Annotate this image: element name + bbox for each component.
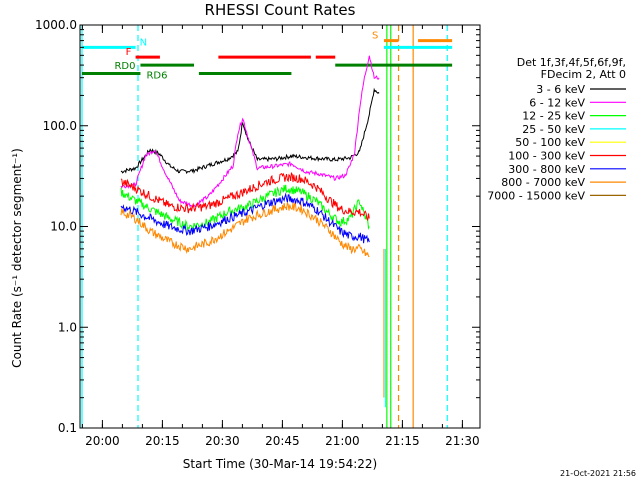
series-line	[120, 192, 370, 244]
legend-label: 300 - 800 keV	[508, 163, 585, 176]
curves	[120, 55, 386, 408]
x-tick-label: 20:30	[205, 434, 240, 448]
legend-label: 6 - 12 keV	[529, 96, 585, 109]
y-tick-label: 1000.0	[35, 18, 77, 32]
legend-label: 800 - 7000 keV	[501, 176, 585, 189]
legend-header-line-2: FDecim 2, Att 0	[541, 68, 626, 81]
chart-title: RHESSI Count Rates	[205, 1, 356, 19]
y-axis-label: Count Rate (s⁻¹ detector segment⁻¹)	[10, 148, 24, 368]
legend-header-line-1: Det 1f,3f,4f,5f,6f,9f,	[517, 56, 626, 69]
plot-frame	[79, 24, 481, 429]
legend-label: 25 - 50 keV	[522, 123, 585, 136]
legend: Det 1f,3f,4f,5f,6f,9f, FDecim 2, Att 0 3…	[487, 56, 626, 202]
x-axis: 20:00 20:15 20:30 20:45 21:00 21:15 21:30	[81, 25, 480, 448]
x-tick-label: 20:15	[145, 434, 180, 448]
x-tick-label: 21:30	[445, 434, 480, 448]
flag-bars: NF RD0 RD6 S	[82, 31, 453, 82]
flag-label: S	[372, 31, 378, 42]
x-tick-label: 20:00	[85, 434, 120, 448]
y-axis: 0.1 1.0 10.0 100.0 1000.0	[35, 18, 480, 435]
legend-label: 50 - 100 keV	[515, 136, 585, 149]
legend-label: 100 - 300 keV	[508, 150, 585, 163]
y-tick-label: 10.0	[50, 220, 77, 234]
flag-label: F	[126, 47, 132, 58]
y-tick-label: 100.0	[43, 119, 77, 133]
legend-label: 7000 - 15000 keV	[487, 189, 585, 202]
series-line	[120, 87, 380, 175]
x-tick-label: 21:00	[325, 434, 360, 448]
series-line	[120, 55, 380, 209]
y-tick-label: 1.0	[58, 320, 77, 334]
vertical-lines	[81, 25, 448, 428]
x-axis-label: Start Time (30-Mar-14 19:54:22)	[183, 457, 377, 471]
x-tick-label: 21:15	[385, 434, 420, 448]
legend-label: 3 - 6 keV	[536, 83, 585, 96]
y-tick-label: 0.1	[58, 421, 77, 435]
flag-label: RD0	[114, 61, 135, 72]
legend-label: 12 - 25 keV	[522, 110, 585, 123]
series-line	[120, 201, 370, 258]
x-tick-label: 20:45	[265, 434, 300, 448]
flag-label: RD6	[146, 71, 167, 82]
series-line	[120, 171, 370, 221]
flag-label: N	[140, 37, 147, 48]
series-line	[120, 184, 370, 232]
footer-timestamp: 21-Oct-2021 21:56	[560, 469, 636, 478]
